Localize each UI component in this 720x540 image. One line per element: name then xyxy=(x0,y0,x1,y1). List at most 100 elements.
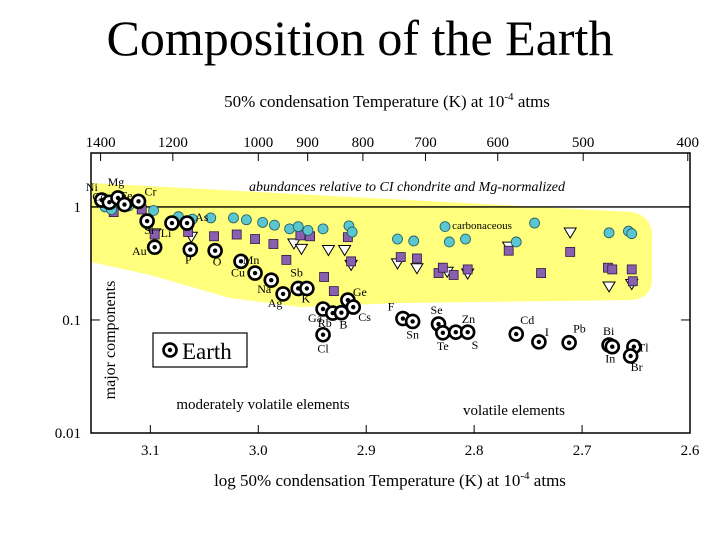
x-tick-label: 2.6 xyxy=(681,443,700,459)
chondrite-square xyxy=(503,245,514,256)
element-label: Si xyxy=(144,223,155,237)
element-label: Fe xyxy=(120,189,132,203)
legend-earth-marker-dot xyxy=(167,347,173,353)
earth-point-center xyxy=(107,200,112,205)
chondrite-circle xyxy=(257,216,269,228)
earth-point-center xyxy=(436,321,441,327)
chondrite-square xyxy=(607,264,618,275)
top-tick-label: 700 xyxy=(414,135,437,151)
element-label: O xyxy=(213,255,222,269)
earth-point-center xyxy=(238,259,244,264)
element-label: Cd xyxy=(520,313,534,327)
top-tick-label: 600 xyxy=(486,135,509,151)
chondrite-circle xyxy=(408,235,420,247)
y-tick-label: 0.1 xyxy=(62,313,81,329)
top-tick-label: 900 xyxy=(296,135,319,151)
chondrite-square xyxy=(627,276,638,287)
chondrite-circle xyxy=(439,221,451,232)
earth-point-center xyxy=(351,304,356,310)
earth-point-center xyxy=(410,319,415,324)
chondrite-square xyxy=(536,268,546,278)
earth-point-center xyxy=(304,286,310,291)
earth-point-center xyxy=(184,220,190,226)
earth-point-center xyxy=(400,316,406,321)
element-label: Mn xyxy=(243,253,260,267)
chondrite-square xyxy=(565,247,576,257)
element-label: Te xyxy=(437,339,449,353)
earth-point-center xyxy=(631,344,637,349)
element-label: Mg xyxy=(108,175,125,189)
chondrite-circle xyxy=(148,205,159,216)
earth-point-center xyxy=(280,291,286,297)
earth-point-center xyxy=(152,245,157,250)
element-label: Cr xyxy=(144,184,156,198)
x-tick-label: 3.0 xyxy=(249,443,268,459)
element-label: Cl xyxy=(317,342,329,356)
earth-point-center xyxy=(136,199,141,204)
element-label: K xyxy=(302,291,311,305)
earth-point-center xyxy=(566,340,572,345)
chondrite-circle xyxy=(302,224,314,236)
earth-point-center xyxy=(536,339,542,345)
top-tick-label: 1200 xyxy=(158,135,188,151)
earth-series xyxy=(93,190,642,364)
earth-point-center xyxy=(122,202,127,207)
carbonaceous-label: carbonaceous xyxy=(452,220,512,232)
element-label: Li xyxy=(161,226,172,240)
slide-title: Composition of the Earth xyxy=(106,10,614,66)
chondrite-triangle xyxy=(602,281,616,293)
chondrite-square xyxy=(346,256,357,267)
chondrite-circle xyxy=(603,227,615,239)
chondrite-circle xyxy=(392,233,403,245)
element-label: S xyxy=(472,338,479,352)
element-label: Ag xyxy=(268,296,283,310)
top-tick-label: 1400 xyxy=(86,135,116,151)
chondrite-circle xyxy=(205,212,217,224)
element-label: Au xyxy=(132,244,147,258)
earth-point-center xyxy=(440,330,446,335)
legend-earth-label: Earth xyxy=(182,339,232,364)
chondrite-square-series xyxy=(108,204,638,297)
element-label: I xyxy=(545,325,549,339)
earth-point-center xyxy=(269,277,274,283)
earth-point-center xyxy=(188,247,193,252)
bottom-axis-title: log 50% condensation Temperature (K) at … xyxy=(214,470,566,490)
element-label: Sn xyxy=(406,327,419,341)
element-label: F xyxy=(388,300,395,314)
chondrite-circle xyxy=(460,233,471,245)
x-tick-label: 2.7 xyxy=(573,443,592,459)
earth-point-center xyxy=(628,353,633,359)
x-tick-label: 3.1 xyxy=(141,443,160,459)
element-label: Ge xyxy=(353,285,367,299)
element-label: In xyxy=(605,352,615,366)
element-label: Zn xyxy=(462,312,475,326)
element-label: P xyxy=(185,253,192,267)
top-axis-title: 50% condensation Temperature (K) at 10-4… xyxy=(224,91,550,111)
earth-point-center xyxy=(320,332,326,337)
volatile-label: volatile elements xyxy=(463,403,565,419)
chondrite-circle xyxy=(529,217,540,229)
element-label: Ga xyxy=(308,311,323,325)
element-label: Cu xyxy=(231,265,245,279)
element-label: Pb xyxy=(573,322,586,336)
chondrite-triangle xyxy=(410,263,424,275)
x-tick-label: 2.9 xyxy=(357,443,376,459)
chondrite-circle xyxy=(269,219,280,231)
chondrite-circle xyxy=(510,236,522,248)
earth-point-center xyxy=(610,344,615,349)
chondrite-square xyxy=(231,229,242,240)
earth-point-center xyxy=(169,220,175,226)
chondrite-triangle xyxy=(294,243,309,256)
chondrite-circle xyxy=(241,214,252,226)
y-axis-label: major components xyxy=(102,281,119,400)
chondrite-square xyxy=(448,270,459,280)
chondrite-circle xyxy=(317,223,329,235)
top-tick-label: 400 xyxy=(677,135,700,151)
element-label: Na xyxy=(257,282,272,296)
earth-point-center xyxy=(252,270,258,276)
x-tick-label: 2.8 xyxy=(465,443,484,459)
chondrite-square xyxy=(281,254,292,265)
